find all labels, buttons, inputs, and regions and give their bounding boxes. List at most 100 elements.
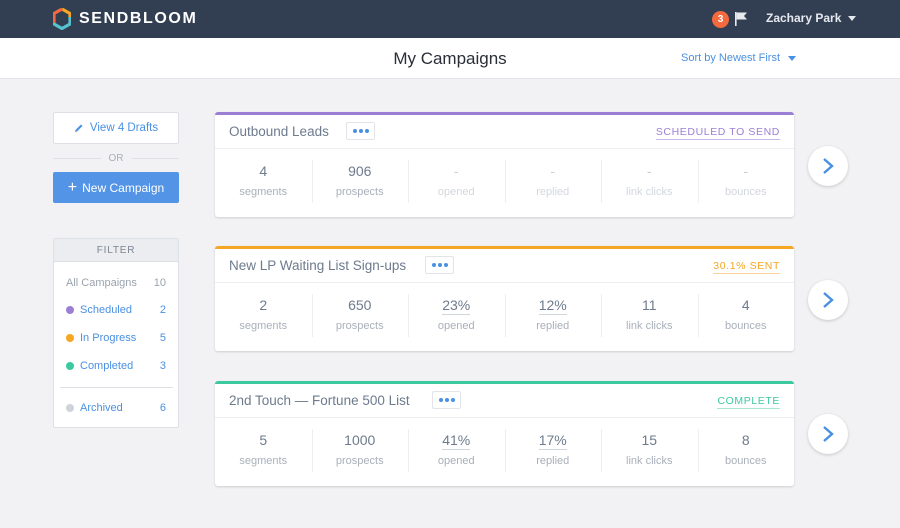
more-options-button[interactable] — [425, 256, 454, 274]
notification-badge[interactable]: 3 — [712, 11, 729, 28]
stat-label: opened — [437, 320, 475, 332]
campaign-card[interactable]: Outbound Leads SCHEDULED TO SEND 4 segmen… — [215, 112, 794, 217]
new-campaign-button[interactable]: + New Campaign — [53, 172, 179, 203]
status-badge[interactable]: 30.1% SENT — [713, 260, 780, 274]
stat-value: 5 — [259, 432, 268, 448]
stat-opened[interactable]: 23% opened — [408, 291, 505, 350]
sort-label: Sort by Newest First — [681, 52, 781, 64]
filter-panel: FILTER All Campaigns 10 Scheduled 2 In P… — [53, 238, 179, 428]
filter-label: In Progress — [80, 332, 137, 344]
dot-icon — [438, 398, 443, 402]
more-options-button[interactable] — [346, 122, 375, 140]
filter-label: Completed — [80, 360, 134, 372]
stat-value: - — [453, 163, 459, 179]
card-header: New LP Waiting List Sign-ups 30.1% SENT — [215, 249, 794, 283]
stat-label: prospects — [335, 320, 384, 332]
campaign-stats: 2 segments 650 prospects 23% opened 12% repl… — [215, 283, 794, 350]
stat-value: 650 — [348, 297, 372, 313]
campaign-card[interactable]: 2nd Touch — Fortune 500 List COMPLETE 5 s… — [215, 381, 794, 486]
filter-count: 3 — [159, 360, 166, 372]
chevron-down-icon — [848, 15, 857, 21]
chevron-right-icon — [823, 426, 834, 442]
open-campaign-button[interactable] — [808, 280, 848, 320]
pencil-icon — [74, 124, 83, 132]
open-campaign-button[interactable] — [808, 414, 848, 454]
stat-label: replied — [536, 186, 570, 198]
stat-value[interactable]: 23% — [442, 297, 471, 315]
chevron-right-icon — [823, 158, 834, 174]
filter-title: FILTER — [54, 239, 178, 262]
new-campaign-label: New Campaign — [82, 180, 165, 195]
dot-icon — [444, 398, 449, 402]
stat-replied: - replied — [504, 157, 602, 216]
stat-opened[interactable]: 41% opened — [408, 426, 505, 485]
stat-value: 1000 — [344, 432, 376, 448]
stat-label: opened — [437, 186, 475, 198]
stat-value[interactable]: 17% — [538, 432, 567, 450]
stat-label: replied — [536, 455, 570, 467]
campaign-card[interactable]: New LP Waiting List Sign-ups 30.1% SENT … — [215, 246, 794, 351]
stat-replied[interactable]: 12% replied — [504, 291, 602, 350]
stat-link-clicks: - link clicks — [601, 157, 698, 216]
stat-label: replied — [536, 320, 570, 332]
or-divider: OR — [53, 151, 179, 165]
filter-label: Scheduled — [80, 304, 132, 316]
stat-segments: 2 segments — [215, 291, 312, 350]
view-drafts-button[interactable]: View 4 Drafts — [53, 112, 179, 144]
flag-icon[interactable] — [734, 11, 748, 27]
stat-label: opened — [437, 455, 475, 467]
stat-label: segments — [239, 320, 288, 332]
status-badge[interactable]: SCHEDULED TO SEND — [655, 126, 780, 140]
plus-icon: + — [67, 178, 78, 196]
stat-value: - — [550, 163, 556, 179]
user-menu[interactable]: Zachary Park — [766, 11, 857, 25]
stat-label: segments — [239, 186, 288, 198]
dot-icon — [437, 263, 442, 267]
stat-label: link clicks — [626, 455, 673, 467]
stat-bounces: 8 bounces — [697, 426, 795, 485]
stat-bounces: - bounces — [697, 157, 795, 216]
stat-label: link clicks — [626, 186, 673, 198]
stat-prospects: 906 prospects — [311, 157, 409, 216]
campaign-stats: 5 segments 1000 prospects 41% opened 17% rep… — [215, 418, 794, 485]
stat-replied[interactable]: 17% replied — [504, 426, 602, 485]
chevron-down-icon — [788, 55, 797, 61]
open-campaign-button[interactable] — [808, 146, 848, 186]
filter-completed[interactable]: Completed 3 — [66, 358, 166, 374]
stat-prospects: 650 prospects — [311, 291, 409, 350]
user-name: Zachary Park — [766, 11, 842, 25]
brand-name: SENDBLOOM — [79, 10, 198, 27]
stat-label: link clicks — [626, 320, 673, 332]
stat-link-clicks: 15 link clicks — [601, 426, 698, 485]
stat-value: 8 — [741, 432, 750, 448]
campaign-title: 2nd Touch — Fortune 500 List — [229, 393, 410, 408]
brand[interactable]: SENDBLOOM — [53, 8, 197, 30]
filter-count: 6 — [159, 402, 166, 414]
stat-value: - — [743, 163, 749, 179]
stat-value: 15 — [641, 432, 658, 448]
filter-in-progress[interactable]: In Progress 5 — [66, 330, 166, 346]
stat-value[interactable]: 12% — [538, 297, 567, 315]
stat-opened: - opened — [408, 157, 505, 216]
stat-value: 4 — [741, 297, 750, 313]
status-dot-icon — [66, 404, 74, 412]
filter-archived[interactable]: Archived 6 — [66, 400, 166, 416]
stat-value: 11 — [641, 297, 657, 313]
divider-line — [53, 157, 101, 159]
more-options-button[interactable] — [432, 391, 461, 409]
dot-icon — [450, 398, 455, 402]
status-badge[interactable]: COMPLETE — [717, 395, 780, 409]
stat-label: bounces — [724, 186, 767, 198]
filter-all-campaigns[interactable]: All Campaigns 10 — [66, 275, 166, 291]
campaign-title: Outbound Leads — [229, 124, 329, 139]
stat-label: segments — [239, 455, 288, 467]
stat-value: - — [646, 163, 652, 179]
sort-dropdown[interactable]: Sort by Newest First — [681, 52, 797, 64]
status-dot-icon — [66, 334, 74, 342]
stat-value[interactable]: 41% — [442, 432, 471, 450]
dot-icon — [352, 129, 357, 133]
stat-value: 906 — [348, 163, 372, 179]
dot-icon — [431, 263, 436, 267]
card-header: 2nd Touch — Fortune 500 List COMPLETE — [215, 384, 794, 418]
filter-scheduled[interactable]: Scheduled 2 — [66, 302, 166, 318]
